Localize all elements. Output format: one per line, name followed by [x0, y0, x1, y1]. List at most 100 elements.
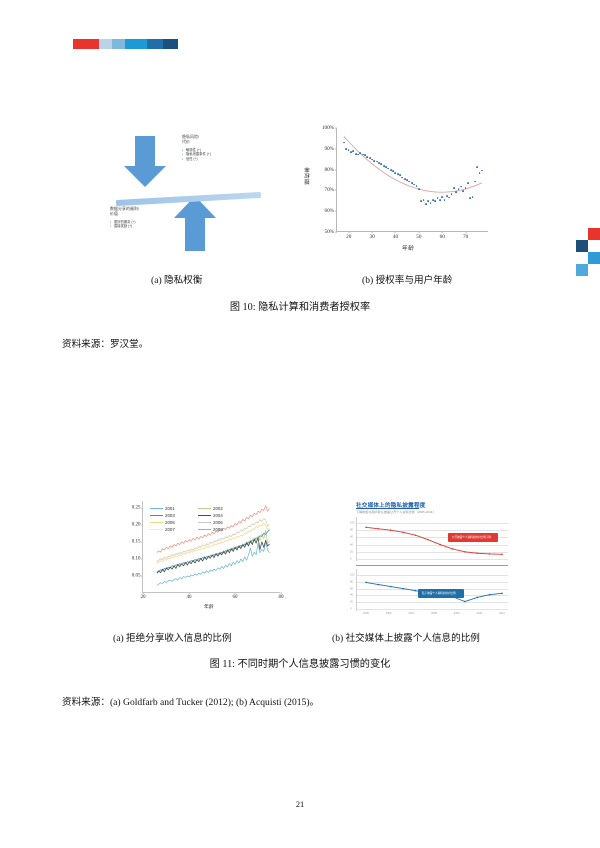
linechart-y-tick-mark — [141, 507, 143, 509]
disclosure-gridline — [356, 575, 508, 576]
benefit-arrow-up-icon — [174, 196, 216, 251]
scatter-point — [448, 196, 451, 199]
legend-item: 2008 — [198, 526, 242, 533]
scatter-point — [345, 147, 348, 150]
scatter-point — [371, 158, 373, 161]
figure10-subcaption-a: (a) 隐私权衡 — [151, 275, 203, 286]
scatter-point — [364, 154, 366, 157]
legend-swatch — [150, 507, 163, 510]
legend-swatch — [198, 514, 211, 517]
figure11-subcaption-b: (b) 社交媒体上披露个人信息的比例 — [332, 633, 480, 644]
legend-swatch — [198, 507, 211, 510]
scatter-point — [469, 197, 472, 200]
bullet-item: 更好的服务 (+) — [110, 220, 194, 225]
authorization-rate-scatter-chart: 授权率 年龄 50% 60% 70% 80% 90% 100% 20 30 40 50 60 70 — [296, 118, 501, 268]
disclosure-x-tick: 2005 — [363, 612, 369, 615]
line-chart-series — [156, 505, 270, 586]
scatter-point — [357, 153, 359, 156]
scatter-point — [436, 197, 439, 200]
social-media-disclosure-chart: 社交媒体上的隐私披露程度 下降的脸书用户默认披露公开个人资料比例（2005-20… — [348, 495, 518, 615]
bullet-item: 直接奖励 (+) — [110, 224, 194, 229]
linechart-x-tick: 80 — [278, 594, 284, 600]
scatter-point — [361, 153, 364, 156]
scatter-y-tick-mark — [335, 210, 337, 212]
disclosure-gridline — [356, 537, 508, 538]
logo-segment-1 — [99, 39, 112, 49]
scatter-x-tick-mark — [395, 231, 396, 233]
linechart-y-tick-mark — [141, 575, 143, 577]
disclosure-x-tick: 2011 — [499, 612, 505, 615]
risk-arrow-down-icon — [124, 136, 166, 187]
scatter-y-tick: 80% — [324, 166, 334, 173]
scatter-x-tick: 30 — [369, 234, 375, 240]
legend-label: 2007 — [165, 527, 175, 532]
benefit-block: 数据分享的福利/价值 更好的服务 (+)直接奖励 (+) — [110, 206, 194, 229]
legend-item: 2004 — [198, 512, 242, 519]
legend-swatch — [150, 514, 163, 517]
disclosure-gridline — [356, 530, 508, 531]
scatter-point — [373, 159, 376, 162]
disclosure-x-tick: 2010 — [476, 612, 483, 615]
disclosure-gridline — [356, 588, 508, 590]
disclosure-gridline — [356, 544, 508, 546]
title-underline — [356, 507, 419, 509]
legend-label: 2003 — [165, 513, 175, 518]
disclosure-x-tick: 2009 — [453, 612, 460, 615]
scatter-point — [434, 200, 437, 203]
disclosure-chart-subtitle: 下降的脸书用户默认披露公开个人资料比例（2005-2011） — [356, 510, 436, 514]
figure10-subcaption-b: (b) 授权率与用户年龄 — [362, 275, 453, 286]
linechart-x-tick-mark — [188, 592, 190, 594]
scatter-point — [392, 170, 395, 173]
scatter-point — [380, 162, 383, 165]
scatter-x-tick: 60 — [439, 234, 445, 240]
deco-square-0 — [588, 228, 600, 240]
disclosure-y-tick: 40 — [350, 543, 353, 547]
legend-item: 2001 — [150, 505, 194, 512]
scatter-point — [446, 195, 448, 198]
panel-separator — [356, 565, 508, 566]
scatter-point — [476, 166, 479, 168]
scatter-point — [354, 153, 357, 155]
scatter-y-tick-mark — [335, 127, 337, 129]
disclosure-y-axis — [356, 517, 357, 561]
deco-square-2 — [588, 252, 600, 264]
scatter-y-tick-mark — [335, 169, 337, 170]
deco-square-3 — [576, 264, 588, 276]
legend-label: 2005 — [165, 520, 175, 525]
disclosure-y-tick: 0 — [350, 557, 352, 561]
scatter-point — [350, 151, 352, 153]
scatter-point — [408, 180, 411, 183]
scatter-point — [471, 196, 474, 198]
deco-square-1 — [576, 240, 588, 252]
scatter-y-tick-mark — [335, 231, 337, 233]
scatter-y-tick: 90% — [324, 145, 334, 152]
linechart-x-tick-mark — [142, 592, 144, 594]
benefit-block-items: 更好的服务 (+)直接奖励 (+) — [110, 220, 194, 229]
legend-swatch — [198, 528, 211, 531]
scatter-point — [431, 198, 434, 201]
risk-block: 隐私风险/代价 敏感性 (+)隐私泄露事件 (+)信任 (+) — [182, 134, 266, 162]
scatter-point — [401, 176, 404, 179]
disclosure-y-tick: 60 — [350, 587, 353, 591]
linechart-y-tick: 0.10 — [131, 556, 141, 562]
scatter-point — [385, 166, 387, 168]
scatter-x-tick: 20 — [346, 234, 352, 240]
legend-label: 2001 — [165, 506, 175, 511]
figure11-subcaption-a: (a) 拒绝分享收入信息的比例 — [113, 633, 232, 644]
scatter-point — [368, 157, 371, 160]
scatter-x-axis-label: 年龄 — [402, 246, 415, 252]
benefit-block-title: 数据分享的福利/价值 — [110, 206, 140, 217]
scatter-point — [427, 200, 430, 203]
linechart-x-tick-mark — [234, 592, 236, 594]
linechart-y-tick-mark — [141, 558, 143, 560]
linechart-y-tick: 0.25 — [131, 505, 141, 511]
figure-10: 隐私风险/代价 敏感性 (+)隐私泄露事件 (+)信任 (+) 数据分享的福利/… — [0, 118, 600, 268]
disclosure-y-axis — [356, 569, 357, 611]
logo-segment-4 — [147, 39, 163, 49]
disclosure-y-tick: 20 — [350, 600, 353, 604]
scatter-point — [396, 173, 399, 176]
disclosure-callout: 私下披露个人资料的用户比例 — [418, 589, 464, 599]
disclosure-gridline — [356, 523, 508, 524]
linechart-x-tick-mark — [280, 592, 282, 594]
